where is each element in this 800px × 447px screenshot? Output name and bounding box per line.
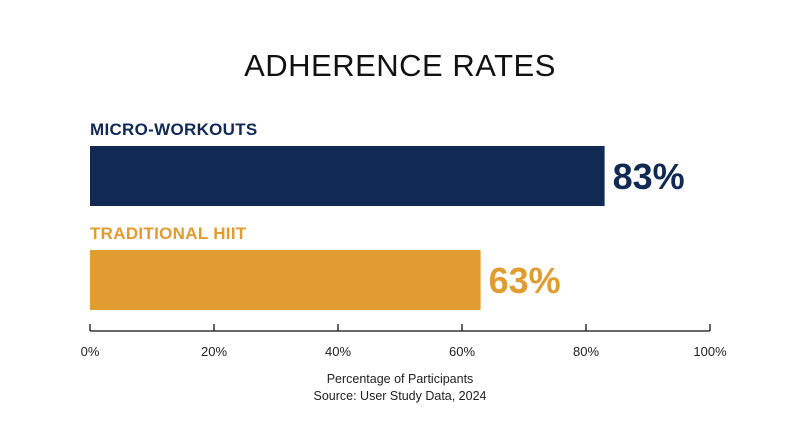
x-tick-label: 0% [81, 344, 100, 359]
x-tick-label: 40% [325, 344, 351, 359]
x-tick-label: 80% [573, 344, 599, 359]
x-axis-label: Percentage of Participants [327, 372, 474, 386]
bar-traditional-hiit [90, 250, 481, 310]
source-note: Source: User Study Data, 2024 [313, 389, 486, 403]
x-axis: 0% 20% 40% 60% 80% 100% [81, 324, 727, 359]
x-tick-label: 60% [449, 344, 475, 359]
bars-layer: MICRO-WORKOUTS 83% TRADITIONAL HIIT 63% [90, 120, 685, 310]
value-label-micro-workouts: 83% [613, 156, 685, 197]
x-tick-label: 20% [201, 344, 227, 359]
value-label-traditional-hiit: 63% [489, 260, 561, 301]
x-tick-label: 100% [693, 344, 727, 359]
category-label-micro-workouts: MICRO-WORKOUTS [90, 120, 258, 139]
bar-micro-workouts [90, 146, 605, 206]
category-label-traditional-hiit: TRADITIONAL HIIT [90, 224, 247, 243]
chart-title: ADHERENCE RATES [244, 48, 556, 83]
